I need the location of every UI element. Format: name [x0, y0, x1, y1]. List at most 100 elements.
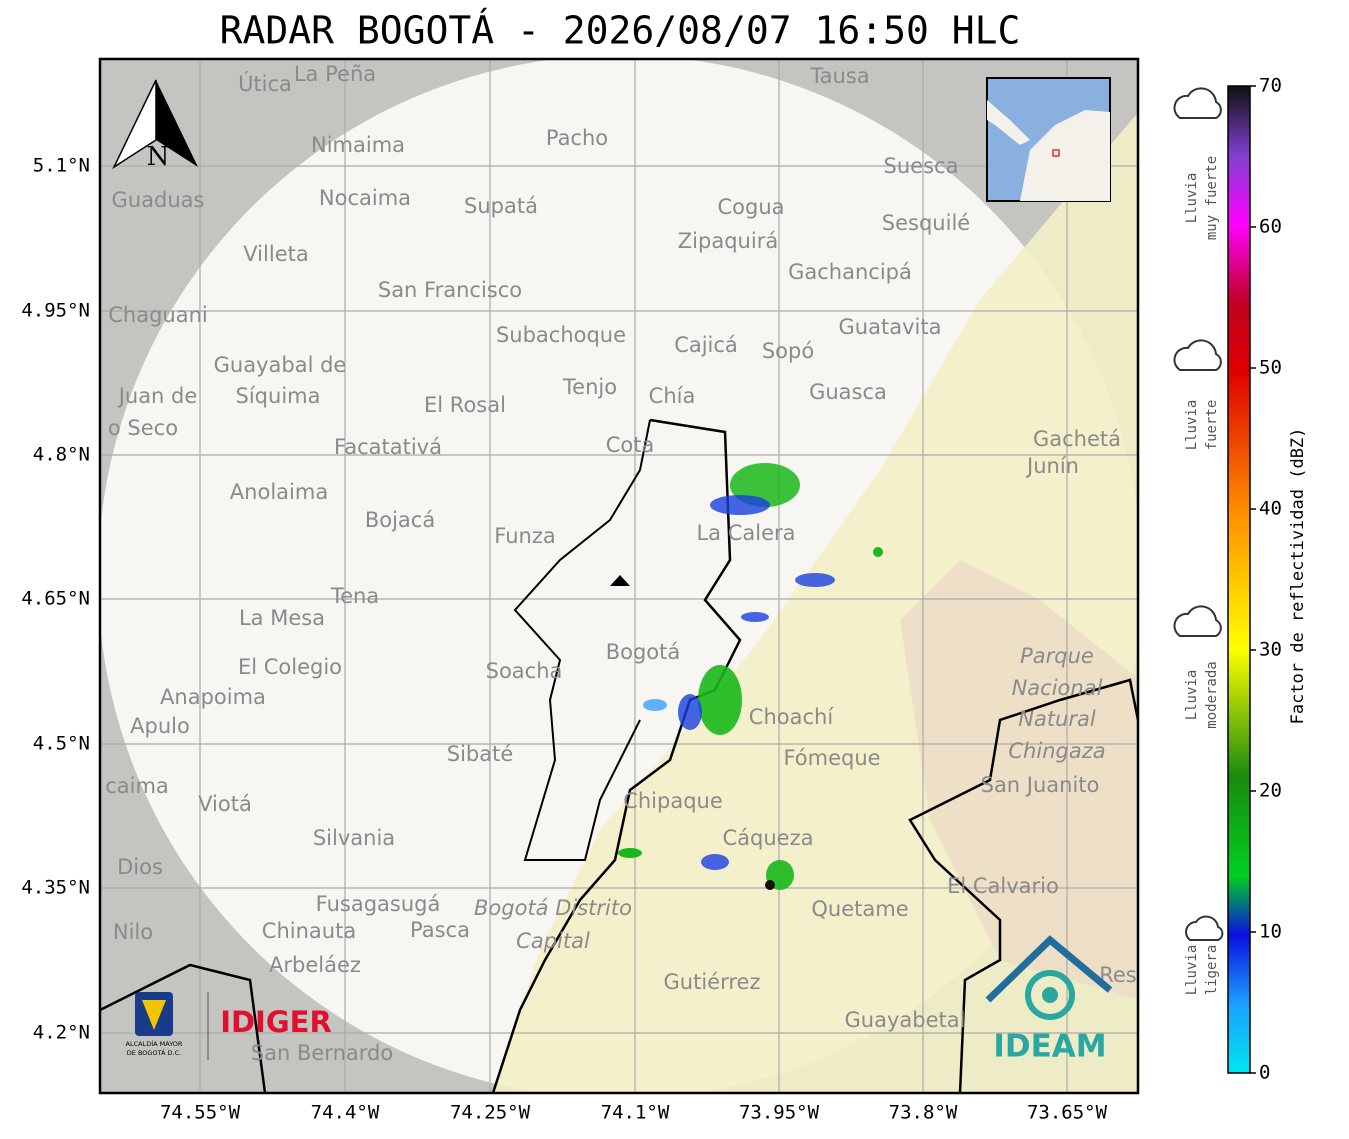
- rain-class-label: Lluvia: [1184, 945, 1200, 996]
- map-area: Útica La Peña Tausa Pacho Nimaima Guaduas Noca…: [100, 59, 1138, 1093]
- place-label: San Francisco: [378, 278, 522, 302]
- place-label: Nacional: [1012, 676, 1103, 700]
- place-label: Gachetá: [1033, 427, 1121, 451]
- lon-label: 73.95°W: [739, 1102, 820, 1124]
- place-label: Sibaté: [447, 742, 514, 766]
- colorbar-tick-label: 0: [1259, 1062, 1270, 1084]
- place-label: caima: [105, 774, 169, 798]
- title: RADAR BOGOTÁ - 2026/08/07 16:50 HLC: [220, 9, 1021, 53]
- place-label: Útica: [238, 71, 292, 96]
- place-label: San Juanito: [981, 773, 1100, 797]
- north-label: N: [147, 142, 170, 172]
- place-label: La Mesa: [239, 606, 325, 630]
- place-label: Guaduas: [112, 188, 205, 212]
- place-label: Tenjo: [562, 375, 617, 399]
- place-label: Fómeque: [783, 746, 880, 770]
- place-label: Dios: [117, 855, 163, 879]
- lat-label: 4.2°N: [33, 1022, 90, 1044]
- place-label: Bogotá Distrito: [474, 896, 632, 920]
- place-label: Subachoque: [496, 323, 626, 347]
- place-label: La Calera: [696, 521, 795, 545]
- place-label: Silvania: [313, 826, 395, 850]
- place-label: Junín: [1025, 454, 1079, 478]
- ideam-logo: IDEAM: [985, 935, 1113, 1065]
- place-label: Supatá: [464, 194, 538, 218]
- place-label: Cajicá: [674, 333, 738, 357]
- alcaldia-logo: ALCALDÍA MAYOR DE BOGOTÁ D.C. IDIGER: [126, 992, 332, 1060]
- place-label: Sesquilé: [882, 211, 970, 235]
- colorbar-tick-label: 30: [1259, 639, 1282, 661]
- place-label: Choachí: [749, 705, 835, 729]
- logo-text: DE BOGOTÁ D.C.: [127, 1048, 181, 1057]
- place-label: Natural: [1018, 707, 1096, 731]
- rain-class-label: fuerte: [1204, 400, 1220, 451]
- rain-echoes: [618, 463, 883, 890]
- rain-class-label: Lluvia: [1184, 400, 1200, 451]
- lon-label: 73.65°W: [1027, 1102, 1108, 1124]
- place-label: Cota: [606, 433, 655, 457]
- rain-class-label: ligera: [1204, 945, 1220, 996]
- place-label: Guayabetal: [845, 1008, 966, 1032]
- rain-class-label: muy fuerte: [1204, 156, 1220, 240]
- place-label: Chinauta: [262, 919, 356, 943]
- place-label: Facatativá: [334, 435, 442, 459]
- place-label: Tausa: [809, 64, 869, 88]
- place-label: Gachancipá: [788, 260, 912, 284]
- place-label: Cáqueza: [723, 826, 814, 850]
- place-label: Viotá: [198, 792, 252, 816]
- rain-class-label: Lluvia: [1184, 670, 1200, 721]
- place-label: Chía: [649, 384, 696, 408]
- colorbar-tick-label: 50: [1259, 357, 1282, 379]
- place-label: Anapoima: [160, 685, 266, 709]
- place-label: El Colegio: [238, 655, 342, 679]
- place-label: La Peña: [294, 62, 376, 86]
- lat-label: 4.35°N: [21, 877, 90, 899]
- place-label: Tena: [330, 584, 379, 608]
- colorbar-label: Factor de reflectividad (dBZ): [1288, 428, 1308, 725]
- place-label: Síquima: [236, 384, 321, 408]
- place-label: Villeta: [243, 242, 308, 266]
- place-label: o Seco: [108, 416, 178, 440]
- logo-text: ALCALDÍA MAYOR: [126, 1039, 183, 1048]
- lat-label: 4.8°N: [33, 444, 90, 466]
- place-label: Anolaima: [230, 480, 328, 504]
- place-label: Quetame: [811, 897, 908, 921]
- place-label: Juan de: [117, 384, 198, 408]
- lon-label: 74.55°W: [160, 1102, 241, 1124]
- rain-class-label: Lluvia: [1184, 173, 1200, 224]
- lat-label: 4.95°N: [21, 300, 90, 322]
- place-label: Suesca: [884, 154, 959, 178]
- place-label: Cogua: [717, 195, 784, 219]
- lon-label: 74.25°W: [450, 1102, 531, 1124]
- idiger-logo: IDIGER: [220, 1005, 332, 1039]
- place-label: Bogotá: [606, 640, 681, 664]
- place-label: Bojacá: [365, 508, 435, 532]
- place-label: Zipaquirá: [678, 229, 778, 253]
- place-label: Pasca: [410, 918, 470, 942]
- place-label: Chingaza: [1008, 739, 1105, 763]
- place-label: Guasca: [809, 380, 887, 404]
- place-label: Capital: [516, 929, 590, 953]
- place-label: Nimaima: [311, 133, 405, 157]
- inset-map: [986, 77, 1111, 202]
- place-label: Arbeláez: [269, 953, 361, 977]
- place-label: Apulo: [130, 714, 190, 738]
- place-label: Nocaima: [319, 186, 411, 210]
- lon-label: 74.4°W: [311, 1102, 380, 1124]
- place-label: Guatavita: [839, 315, 942, 339]
- ideam-text: IDEAM: [993, 1029, 1106, 1065]
- rain-icons: [1173, 87, 1224, 941]
- colorbar-tick-label: 70: [1259, 75, 1282, 97]
- colorbar-tick-label: 40: [1259, 498, 1282, 520]
- place-label: Chipaque: [623, 789, 723, 813]
- place-label: Sopó: [762, 339, 814, 363]
- lon-label: 73.8°W: [889, 1102, 958, 1124]
- place-label: Gutiérrez: [664, 970, 761, 994]
- place-label: Pacho: [546, 126, 608, 150]
- place-label: Guayabal de: [214, 353, 347, 377]
- place-label: Soacha: [486, 659, 563, 683]
- place-label: El Rosal: [424, 393, 506, 417]
- north-arrow: N: [112, 79, 198, 172]
